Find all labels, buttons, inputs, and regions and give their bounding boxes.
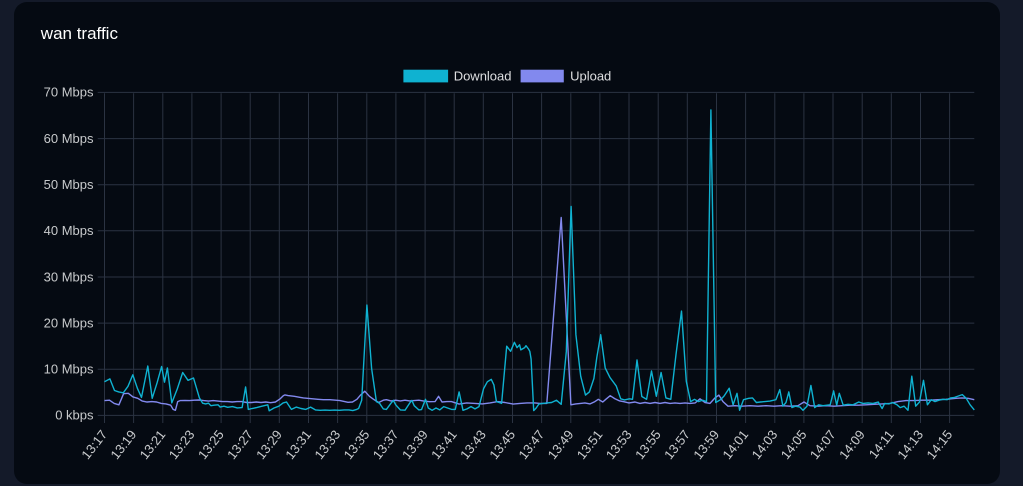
svg-text:40 Mbps: 40 Mbps: [44, 223, 94, 238]
svg-text:Download: Download: [454, 68, 512, 83]
svg-text:0 kbps: 0 kbps: [55, 408, 94, 423]
svg-text:30 Mbps: 30 Mbps: [44, 269, 94, 284]
svg-text:wan traffic: wan traffic: [40, 24, 119, 43]
svg-text:70 Mbps: 70 Mbps: [44, 85, 94, 100]
svg-text:10 Mbps: 10 Mbps: [44, 362, 94, 377]
svg-text:60 Mbps: 60 Mbps: [44, 131, 94, 146]
svg-text:Upload: Upload: [570, 68, 611, 83]
svg-text:50 Mbps: 50 Mbps: [44, 177, 94, 192]
svg-text:20 Mbps: 20 Mbps: [44, 315, 94, 330]
